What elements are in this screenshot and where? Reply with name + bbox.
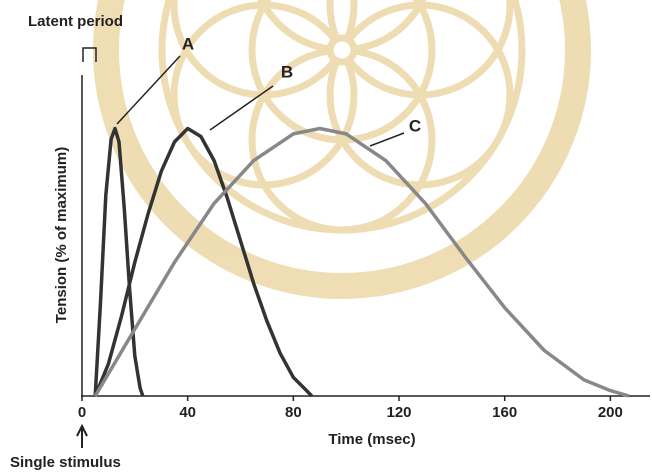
x-tick-label: 80: [285, 404, 302, 421]
x-tick-label: 160: [492, 404, 517, 421]
x-tick-label: 200: [598, 404, 623, 421]
y-axis-title: Tension (% of maximum): [53, 147, 70, 323]
series-line: [93, 126, 630, 398]
series-line: [93, 126, 314, 398]
series-label: B: [281, 62, 293, 81]
series-line: [93, 126, 145, 397]
x-tick-label: 40: [179, 404, 196, 421]
leader-line: [116, 55, 181, 125]
leader-line: [369, 132, 405, 147]
x-tick-label: 120: [387, 404, 412, 421]
x-tick-label: 0: [78, 404, 86, 421]
stimulus-label: Single stimulus: [10, 454, 121, 471]
leader-line: [209, 85, 274, 131]
latent-period-label: Latent period: [28, 13, 123, 30]
watermark: [93, 0, 591, 299]
latent-bracket: [82, 47, 97, 62]
x-axis-title: Time (msec): [328, 431, 415, 448]
stimulus-arrow: [76, 423, 88, 448]
series-label: A: [182, 34, 194, 53]
series-label: C: [409, 116, 421, 135]
